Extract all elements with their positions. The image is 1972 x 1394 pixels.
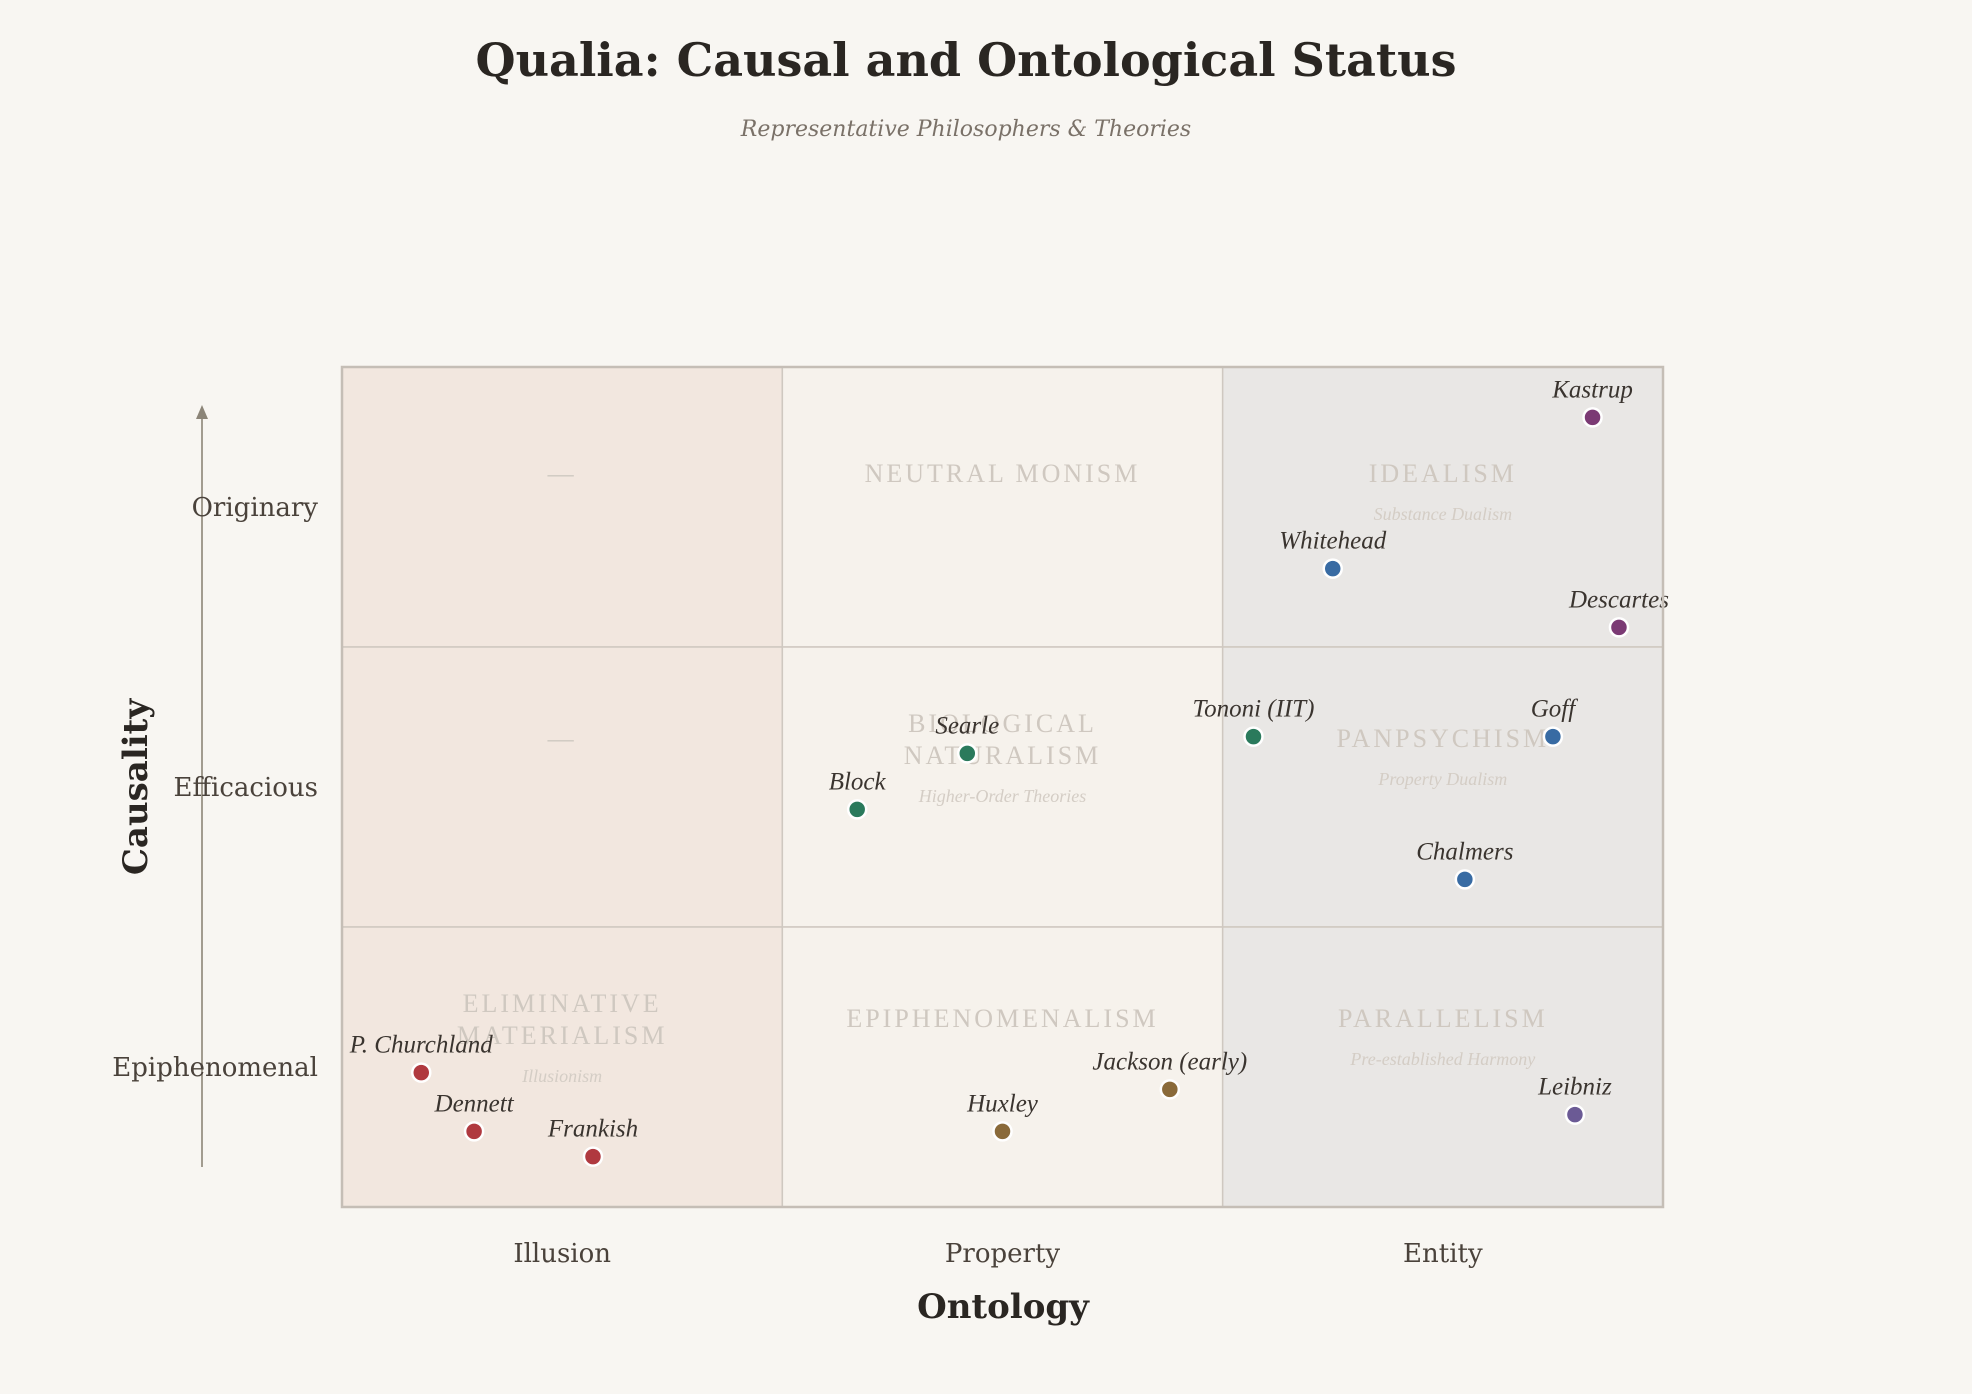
region-sublabel: Property Dualism: [1377, 769, 1507, 789]
data-label: P. Churchland: [349, 1032, 494, 1059]
data-point[interactable]: [1582, 407, 1603, 428]
x-tick-label: Illusion: [513, 1239, 611, 1269]
x-tick-label: Property: [945, 1239, 1060, 1269]
x-axis-title: Ontology: [917, 1287, 1090, 1327]
region-label-line: NEUTRAL MONISM: [865, 459, 1141, 488]
data-label: Huxley: [966, 1090, 1039, 1117]
data-point[interactable]: [957, 743, 978, 764]
region-label-line: PANPSYCHISM: [1336, 724, 1549, 753]
region-label-line: IDEALISM: [1369, 459, 1517, 488]
region-cell: [1221, 646, 1664, 928]
region-cell: [781, 366, 1224, 648]
data-label: Goff: [1531, 696, 1579, 723]
causality-arrowhead-icon: [196, 405, 208, 419]
y-ticks: Epiphenomenal Efficacious Originary: [112, 493, 318, 1083]
region-label-line: ELIMINATIVE: [463, 989, 662, 1018]
region-cell: [341, 646, 784, 928]
region-label: —: [547, 724, 577, 753]
data-point[interactable]: [463, 1121, 485, 1142]
region-label-line: PARALLELISM: [1338, 1004, 1548, 1033]
region-label-line: —: [547, 724, 577, 753]
region-sublabel: Higher-Order Theories: [918, 786, 1086, 806]
data-point[interactable]: [1608, 617, 1630, 638]
region-sublabel: Substance Dualism: [1374, 504, 1513, 524]
region-label-line: MATERIALISM: [457, 1021, 668, 1050]
region-label: IDEALISM: [1369, 459, 1517, 488]
data-point[interactable]: [1542, 726, 1564, 747]
data-label: Tononi (IIT): [1192, 696, 1314, 723]
data-label: Kastrup: [1551, 376, 1633, 403]
data-point[interactable]: [1159, 1079, 1181, 1100]
region-label: PANPSYCHISM: [1336, 724, 1549, 753]
data-label: Searle: [935, 712, 999, 739]
region-cell: [781, 926, 1224, 1208]
region-labels: — — ELIMINATIVE MATERIALISM Illusionism NEUTR…: [457, 459, 1549, 1086]
data-label: Whitehead: [1279, 528, 1386, 555]
region-label: PARALLELISM: [1338, 1004, 1548, 1033]
y-tick-label: Epiphenomenal: [112, 1053, 318, 1083]
region-label: —: [547, 459, 577, 488]
data-points: Kastrup Whitehead Descartes Tononi (IIT) Gof…: [349, 376, 1669, 1167]
x-tick-label: Entity: [1403, 1239, 1483, 1269]
data-label: Descartes: [1568, 586, 1669, 613]
data-label: Frankish: [547, 1116, 638, 1143]
data-label: Block: [829, 768, 887, 795]
data-point[interactable]: [1564, 1104, 1586, 1125]
data-label: Dennett: [434, 1090, 515, 1117]
data-point[interactable]: [582, 1146, 604, 1167]
data-point[interactable]: [1322, 558, 1343, 579]
chart-subtitle: Representative Philosophers & Theories: [740, 117, 1191, 142]
y-tick-label: Efficacious: [174, 773, 318, 803]
chart-title: Qualia: Causal and Ontological Status: [476, 33, 1457, 87]
region-label-line: BIOLOGICAL: [908, 709, 1097, 738]
y-tick-label: Originary: [192, 493, 319, 523]
data-point[interactable]: [846, 799, 868, 820]
region-label: ELIMINATIVE MATERIALISM: [457, 989, 668, 1050]
region-grid: [341, 366, 1664, 1208]
x-ticks: Illusion Property Entity: [513, 1239, 1483, 1269]
region-label-line: NATURALISM: [904, 741, 1102, 770]
region-label-line: —: [547, 459, 577, 488]
data-point[interactable]: [1454, 869, 1476, 890]
data-label: Chalmers: [1416, 838, 1513, 865]
region-label: EPIPHENOMENALISM: [846, 1004, 1158, 1033]
data-point[interactable]: [411, 1062, 432, 1083]
region-label: NEUTRAL MONISM: [865, 459, 1141, 488]
plot-border: [340, 365, 1665, 1209]
region-sublabel: Pre-established Harmony: [1349, 1049, 1535, 1069]
data-point[interactable]: [1243, 726, 1264, 747]
region-cell: [341, 366, 784, 648]
y-axis-title: Causality: [116, 698, 156, 876]
region-sublabel: Illusionism: [521, 1066, 602, 1086]
data-label: Leibniz: [1537, 1074, 1612, 1101]
region-label: BIOLOGICAL NATURALISM: [904, 709, 1102, 770]
region-label-line: EPIPHENOMENALISM: [846, 1004, 1158, 1033]
data-label: Jackson (early): [1092, 1048, 1247, 1075]
data-point[interactable]: [992, 1121, 1013, 1142]
region-cell: [781, 646, 1224, 928]
